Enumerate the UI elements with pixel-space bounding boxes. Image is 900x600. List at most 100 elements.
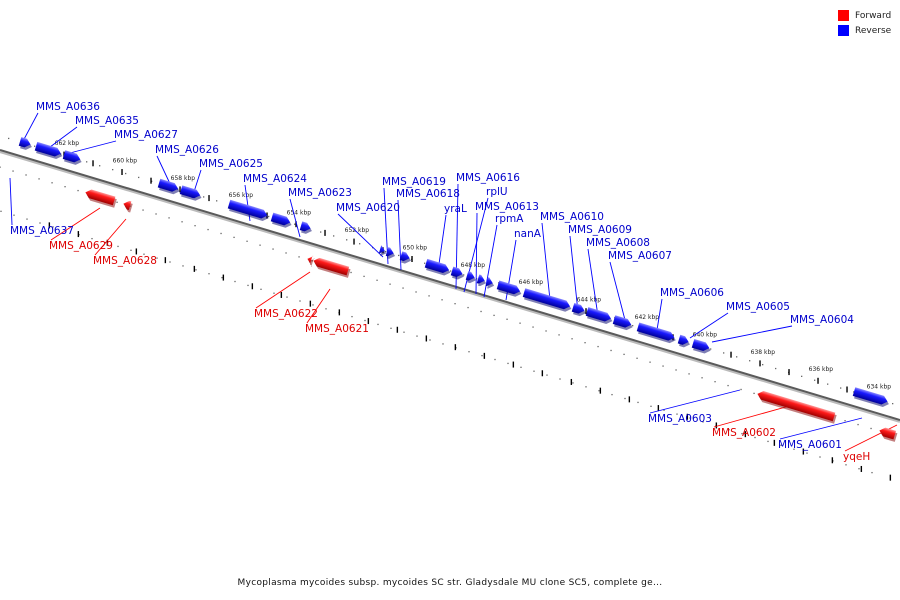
gene-label[interactable]: MMS_A0623 (288, 187, 352, 199)
gene-MMS_A0625[interactable] (179, 185, 203, 202)
axis-tick-label: 642 kbp (635, 314, 660, 321)
gene-MMS_A0629[interactable] (84, 188, 118, 208)
gene-MMS_A0616[interactable] (424, 258, 452, 277)
gene-label[interactable]: MMS_A0624 (243, 173, 307, 185)
gene-label[interactable]: MMS_A0609 (568, 224, 632, 236)
reverse-swatch (838, 25, 849, 36)
gene-label[interactable]: MMS_A0636 (36, 101, 100, 113)
gene-nanA[interactable] (485, 277, 496, 290)
axis-tick-label: 662 kbp (55, 140, 80, 147)
axis-tick-label: 656 kbp (229, 192, 254, 199)
axis-tick-label: 652 kbp (345, 227, 370, 234)
gene-label[interactable]: MMS_A0616 (456, 172, 520, 184)
gene-MMS_A0624[interactable] (227, 199, 270, 223)
gene-MMS_A0609[interactable] (522, 288, 573, 313)
legend-forward-label: Forward (855, 10, 892, 21)
gene-MMS_A0610[interactable] (496, 280, 523, 298)
gene-label[interactable]: MMS_A0626 (155, 144, 219, 156)
gene-rpmA[interactable] (476, 274, 488, 287)
gene-MMS_A0627[interactable] (62, 150, 83, 166)
gene-label[interactable]: MMS_A0635 (75, 115, 139, 127)
leader-line (689, 312, 729, 339)
gene-MMS_A0602[interactable] (756, 390, 838, 424)
gene-label[interactable]: MMS_A0628 (93, 255, 157, 267)
gene-MMS_A0605[interactable] (636, 322, 677, 344)
leader-line (569, 235, 579, 313)
gene-label[interactable]: MMS_A0629 (49, 240, 113, 252)
axis-tick-label: 660 kbp (113, 157, 138, 164)
gene-MMS_A0620[interactable] (270, 212, 293, 230)
legend-reverse-label: Reverse (855, 25, 892, 36)
gene-label[interactable]: MMS_A0602 (712, 427, 776, 439)
axis-tick-label: 636 kbp (809, 366, 834, 373)
gene-MMS_A0626[interactable] (157, 178, 181, 196)
leader-line (306, 288, 331, 324)
gene-labels: MMS_A0637 MMS_A0636 MMS_A0635 MMS_A0629 MMS_… (10, 101, 870, 463)
axis-tick-label: 654 kbp (287, 210, 312, 217)
sequence-caption: Mycoplasma mycoides subsp. mycoides SC s… (237, 578, 663, 588)
gene-MMS_A0608[interactable] (571, 302, 588, 318)
axis-tick-label: 646 kbp (519, 279, 544, 286)
gene-label[interactable]: MMS_A0604 (790, 314, 854, 326)
gene-MMS_A0622[interactable] (306, 255, 316, 268)
gene-label[interactable]: yqeH (843, 451, 870, 463)
gene-label[interactable]: rplU (486, 186, 508, 198)
gene-label[interactable]: yraL (444, 203, 467, 215)
leader-line (289, 198, 301, 238)
gene-features (18, 137, 898, 442)
gene-label[interactable]: MMS_A0637 (10, 225, 74, 237)
gene-MMS_A0601[interactable] (852, 387, 891, 408)
gene-MMS_A0621[interactable] (312, 256, 352, 278)
gene-label[interactable]: MMS_A0603 (648, 413, 712, 425)
gene-MMS_A0618[interactable] (385, 247, 397, 260)
leader-line (587, 248, 599, 317)
axis-tick-label: 638 kbp (751, 349, 776, 356)
axis-tick-label: 658 kbp (171, 175, 196, 182)
leader-line (65, 140, 117, 155)
strand-legend: Forward Reverse (838, 8, 891, 38)
leader-line (9, 177, 13, 226)
gene-label[interactable]: MMS_A0606 (660, 287, 724, 299)
gene-yraL[interactable] (399, 251, 413, 265)
leader-line (609, 261, 626, 321)
gene-label[interactable]: MMS_A0613 (475, 201, 539, 213)
gene-MMS_A0603[interactable] (691, 338, 712, 355)
gene-label[interactable]: MMS_A0605 (726, 301, 790, 313)
gene-label[interactable]: MMS_A0621 (305, 323, 369, 335)
gene-label[interactable]: MMS_A0618 (396, 188, 460, 200)
gene-MMS_A0636[interactable] (18, 137, 34, 151)
gene-MMS_A0604[interactable] (677, 334, 692, 349)
gene-yqeH[interactable] (878, 426, 898, 442)
gene-label[interactable]: nanA (514, 228, 542, 240)
gene-label[interactable]: MMS_A0610 (540, 211, 604, 223)
gene-label[interactable]: MMS_A0627 (114, 129, 178, 141)
leader-line (50, 207, 101, 241)
gene-label[interactable]: MMS_A0625 (199, 158, 263, 170)
gene-MMS_A0619[interactable] (378, 245, 388, 258)
leader-line (94, 218, 127, 256)
axis-tick-label: 650 kbp (403, 244, 428, 251)
gene-MMS_A0628[interactable] (122, 199, 134, 213)
gene-label[interactable]: MMS_A0601 (778, 439, 842, 451)
gene-label[interactable]: MMS_A0622 (254, 308, 318, 320)
gene-label[interactable]: MMS_A0619 (382, 176, 446, 188)
leader-line (337, 213, 384, 258)
gene-MMS_A0606[interactable] (612, 315, 634, 331)
axis-tick-label: 648 kbp (461, 262, 486, 269)
gene-label[interactable]: MMS_A0608 (586, 237, 650, 249)
gene-MMS_A0635[interactable] (34, 141, 64, 161)
genome-backbone (0, 149, 900, 423)
leader-line (541, 222, 551, 301)
gene-MMS_A0613[interactable] (465, 271, 478, 284)
gene-MMS_A0607[interactable] (585, 307, 614, 325)
leader-line (21, 112, 39, 144)
gene-label[interactable]: MMS_A0607 (608, 250, 672, 262)
gene-label[interactable]: rpmA (495, 213, 524, 225)
gene-rplU[interactable] (450, 266, 466, 281)
leader-line (649, 389, 741, 414)
legend-item-reverse: Reverse (838, 23, 891, 38)
leader-line (255, 271, 311, 309)
gene-MMS_A0623[interactable] (299, 221, 314, 235)
gene-label[interactable]: MMS_A0620 (336, 202, 400, 214)
